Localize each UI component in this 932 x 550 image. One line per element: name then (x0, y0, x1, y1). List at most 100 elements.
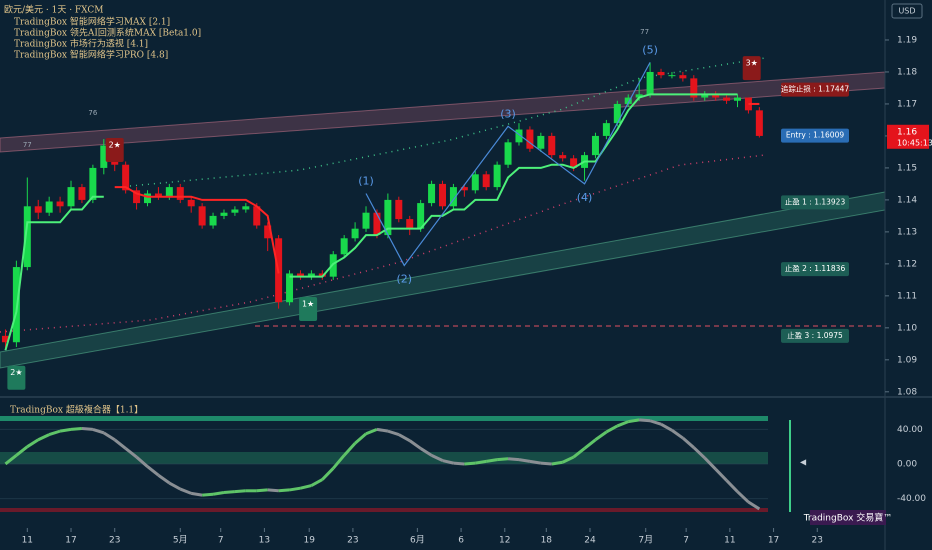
osc-tick-label: -40.00 (897, 494, 926, 504)
osc-segment (26, 438, 40, 448)
osc-segment (485, 458, 498, 463)
osc-segment (321, 467, 335, 481)
signal-box (7, 365, 26, 390)
x-tick-label: 7月 (638, 535, 653, 546)
candle-body (220, 212, 228, 216)
candle-body (187, 199, 195, 207)
indicator-label: TradingBox 市场行为透视 [4.1] (14, 38, 148, 50)
candle-body (570, 158, 578, 168)
osc-segment (660, 422, 673, 432)
osc-strip (0, 416, 768, 421)
y-tick-label: 1.19 (897, 35, 917, 45)
level-label: Entry : 1.16009 (786, 131, 844, 140)
osc-segment (343, 442, 357, 457)
candle-body (296, 273, 304, 277)
osc-segment (529, 459, 542, 465)
lower-envelope (0, 154, 766, 333)
arrow: ◀ (800, 458, 807, 467)
x-tick-label: 7 (683, 536, 689, 546)
osc-segment (157, 474, 171, 485)
osc-segment (628, 418, 640, 424)
candle-body (624, 97, 632, 104)
level-label: 止盈 1 : 1.13923 (785, 196, 846, 206)
x-tick-label: 23 (109, 536, 120, 546)
osc-segment (551, 460, 563, 466)
osc-segment (332, 454, 346, 470)
x-tick-label: 24 (584, 536, 596, 546)
candle-body (679, 75, 687, 79)
candle-body (242, 206, 250, 210)
osc-segment (168, 481, 182, 491)
osc-segment (507, 457, 520, 462)
candle-body (176, 187, 184, 200)
annotation: 77 (640, 28, 649, 36)
candle-body (526, 129, 534, 149)
candle-body (307, 273, 315, 277)
candle-body (329, 254, 337, 277)
osc-segment (747, 500, 761, 511)
currency-box (891, 3, 923, 19)
osc-segment (256, 488, 268, 493)
candle-body (100, 145, 108, 168)
candle-body (362, 212, 370, 229)
osc-segment (419, 447, 433, 457)
osc-segment (649, 419, 662, 426)
wave-label: (3) (500, 107, 516, 120)
osc-segment (234, 489, 246, 494)
level-label: 追踪止损 : 1.17447 (781, 84, 850, 94)
osc-segment (639, 418, 651, 423)
lower-channel (0, 191, 886, 369)
annotation: 2★ (109, 141, 121, 150)
candle-body (395, 199, 403, 220)
candle-body (351, 228, 359, 239)
osc-segment (681, 436, 695, 449)
osc-segment (703, 456, 717, 471)
x-tick-label: 7 (218, 536, 224, 546)
candle-body (591, 135, 599, 156)
price-tag-label: 1.16 (897, 127, 917, 137)
candle-body (635, 94, 643, 98)
candle-body (613, 103, 621, 124)
osc-segment (113, 438, 127, 450)
osc-segment (124, 447, 138, 459)
x-tick-label: 11 (724, 536, 735, 546)
osc-segment (37, 433, 50, 442)
candle-body (253, 206, 261, 226)
trail-line (114, 186, 280, 274)
osc-segment (562, 455, 575, 464)
annotation: 76 (88, 109, 97, 117)
signal-box (742, 56, 761, 81)
trail-line (289, 93, 738, 278)
osc-segment (736, 490, 750, 504)
candle-body (646, 71, 654, 95)
osc-segment (310, 478, 324, 487)
candle-body (34, 206, 42, 213)
osc-segment (583, 438, 597, 450)
y-tick-label: 1.12 (897, 259, 917, 269)
candle-body (493, 164, 501, 188)
x-tick-label: 23 (812, 536, 823, 546)
y-tick-label: 1.08 (897, 387, 917, 397)
osc-segment (102, 431, 116, 442)
y-tick-label: 1.11 (897, 291, 917, 301)
candle-body (165, 187, 173, 197)
osc-band (0, 452, 768, 464)
candle-body (449, 187, 457, 207)
countdown: 10:45:13 (897, 138, 932, 147)
osc-segment (267, 488, 279, 493)
wave-label: (2) (396, 272, 412, 285)
candle-body (56, 201, 64, 207)
candle-body (23, 206, 31, 268)
osc-title: TradingBox 超級複合器【1.1】 (10, 404, 143, 416)
annotation: 2★ (10, 368, 22, 377)
osc-strip-bottom (0, 508, 768, 512)
osc-segment (464, 461, 476, 466)
candle-body (384, 199, 392, 236)
osc-segment (572, 447, 586, 459)
candle-body (144, 193, 151, 204)
y-tick-label: 1.15 (897, 163, 917, 173)
candle-body (482, 174, 490, 188)
candle-body (67, 187, 75, 207)
x-tick-label: 5月 (173, 535, 188, 546)
